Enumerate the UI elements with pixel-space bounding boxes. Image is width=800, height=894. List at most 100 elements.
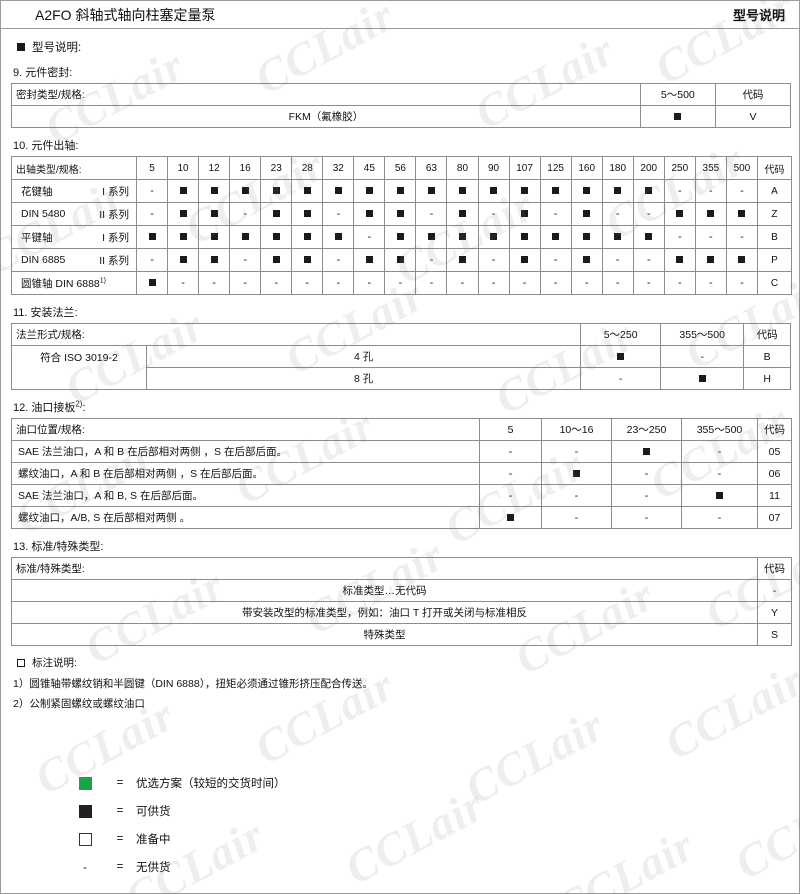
shaft-cell-C-16: -: [229, 271, 262, 295]
flange-holes-8: 8 孔: [146, 367, 582, 390]
port-cell-06-3: -: [611, 462, 682, 485]
port-header-type: 油口位置/规格:: [11, 418, 480, 441]
note-item-2: 2）公制紧固螺纹或螺纹油口: [13, 698, 145, 710]
preferred-mark-icon: [521, 232, 529, 240]
shaft-cell-C-90: -: [477, 271, 510, 295]
legend-swatch: [66, 776, 104, 790]
shaft-header-size-180: 180: [601, 156, 634, 180]
shaft-cell-P-107: [508, 248, 541, 272]
shaft-header-size-10: 10: [167, 156, 200, 180]
flange-r1-mark: [580, 345, 662, 368]
std-row-code: Y: [757, 601, 792, 624]
available-mark-icon: [707, 209, 715, 217]
available-mark-icon: [396, 255, 404, 263]
note-item-1: 1）圆锥轴带螺纹销和半圆键（DIN 6888），扭矩必须通过锥形挤压配合传送。: [13, 678, 373, 690]
std-table: 标准/特殊类型: 代码 标准类型…无代码 - 带安装改型的标准类型，例如：油口 T …: [11, 557, 792, 646]
legend-green-swatch-icon: [78, 776, 92, 790]
available-mark-icon: [583, 209, 591, 217]
preferred-mark-icon: [645, 186, 653, 194]
port-row-desc: 螺纹油口，A 和 B 在后部相对两侧 ，S 在后部后面。: [11, 462, 480, 485]
shaft-row-label: DIN 6885 II 系列: [11, 248, 137, 272]
available-mark-icon: [303, 209, 311, 217]
available-mark-icon: [676, 209, 684, 217]
document-header: A2FO 斜轴式轴向柱塞定量泵 型号说明: [1, 1, 799, 29]
std-row-desc: 带安装改型的标准类型，例如：油口 T 打开或关闭与标准相反: [11, 601, 758, 624]
shaft-cell-C-355: -: [694, 271, 727, 295]
legend-item: = 优选方案（较短的交货时间）: [66, 769, 789, 797]
legend-equals: =: [116, 805, 124, 817]
available-mark-icon: [573, 469, 580, 477]
shaft-header-size-23: 23: [260, 156, 293, 180]
available-mark-icon: [738, 209, 746, 217]
available-mark-icon: [210, 255, 218, 263]
available-mark-icon: [396, 209, 404, 217]
legend-item: = 可供货: [66, 797, 789, 825]
available-mark-icon: [645, 232, 653, 240]
flange-code-h: H: [743, 367, 791, 390]
table-row: 平键轴 I 系列 - - - - B: [11, 225, 792, 249]
available-mark-icon: [521, 255, 529, 263]
table-row: 螺纹油口，A 和 B 在后部相对两侧 ，S 在后部后面。 - - -06: [11, 462, 792, 485]
shaft-row-series: I 系列: [102, 231, 129, 244]
shaft-cell-A-200: [632, 179, 665, 203]
shaft-cell-A-107: [508, 179, 541, 203]
available-mark-icon: [272, 209, 280, 217]
available-mark-icon: [674, 112, 682, 120]
available-mark-icon: [583, 255, 591, 263]
shaft-cell-C-160: -: [570, 271, 603, 295]
shaft-cell-B-80: [446, 225, 479, 249]
table-row: DIN 6885 II 系列 - - - - - - - - P: [11, 248, 792, 272]
table-row: 圆锥轴 DIN 68881) - - - - - - - - - - - - - - - - - - - C: [11, 271, 792, 295]
preferred-mark-icon: [458, 186, 466, 194]
available-mark-icon: [617, 352, 625, 360]
shaft-cell-P-355: [694, 248, 727, 272]
shaft-header-size-107: 107: [508, 156, 541, 180]
available-mark-icon: [210, 209, 218, 217]
legend-white-swatch-icon: [78, 832, 92, 846]
shaft-row-label: 圆锥轴 DIN 68881): [11, 271, 137, 295]
shaft-cell-P-200: -: [632, 248, 665, 272]
shaft-cell-B-90: [477, 225, 510, 249]
std-section-label: 13. 标准/特殊类型:: [13, 541, 104, 553]
available-mark-icon: [643, 447, 650, 455]
shaft-cell-B-56: [384, 225, 417, 249]
legend-swatch: [66, 804, 104, 818]
seal-row-mark: [639, 105, 716, 128]
flange-r2-mark: -: [660, 345, 745, 368]
shaft-cell-P-45: [353, 248, 386, 272]
table-row: 特殊类型 S: [11, 623, 792, 646]
shaft-cell-Z-56: [384, 202, 417, 226]
port-label-sup: 2): [75, 399, 83, 409]
port-row-code: 11: [757, 484, 792, 507]
shaft-cell-P-90: -: [477, 248, 510, 272]
shaft-cell-B-63: [415, 225, 448, 249]
port-cell-07-2: -: [541, 506, 612, 529]
preferred-mark-icon: [427, 232, 435, 240]
shaft-cell-B-23: [260, 225, 293, 249]
preferred-mark-icon: [148, 232, 156, 240]
port-cell-06-2: [541, 462, 612, 485]
shaft-row-label: DIN 5480 II 系列: [11, 202, 137, 226]
shaft-cell-A-56: [384, 179, 417, 203]
shaft-cell-Z-63: -: [415, 202, 448, 226]
shaft-row-label: 平键轴 I 系列: [11, 225, 137, 249]
intro-label: 型号说明:: [32, 42, 82, 54]
shaft-cell-B-16: [229, 225, 262, 249]
table-row: FKM（氟橡胶） V: [11, 105, 792, 128]
std-row-code: S: [757, 623, 792, 646]
intro-bullet: 型号说明:: [17, 39, 789, 55]
seal-header-range: 5～500: [639, 83, 716, 106]
preferred-mark-icon: [303, 232, 311, 240]
notes-heading-text: 标注说明:: [32, 657, 77, 669]
shaft-header-size-355: 355: [694, 156, 727, 180]
legend-item: - = 无供货: [66, 853, 789, 881]
shaft-header-size-80: 80: [446, 156, 479, 180]
shaft-cell-A-23: [260, 179, 293, 203]
shaft-header-size-28: 28: [291, 156, 324, 180]
shaft-header-size-250: 250: [663, 156, 696, 180]
shaft-cell-Z-180: -: [601, 202, 634, 226]
shaft-cell-C-28: -: [291, 271, 324, 295]
shaft-cell-P-12: [198, 248, 231, 272]
preferred-mark-icon: [583, 232, 591, 240]
preferred-mark-icon: [614, 232, 622, 240]
